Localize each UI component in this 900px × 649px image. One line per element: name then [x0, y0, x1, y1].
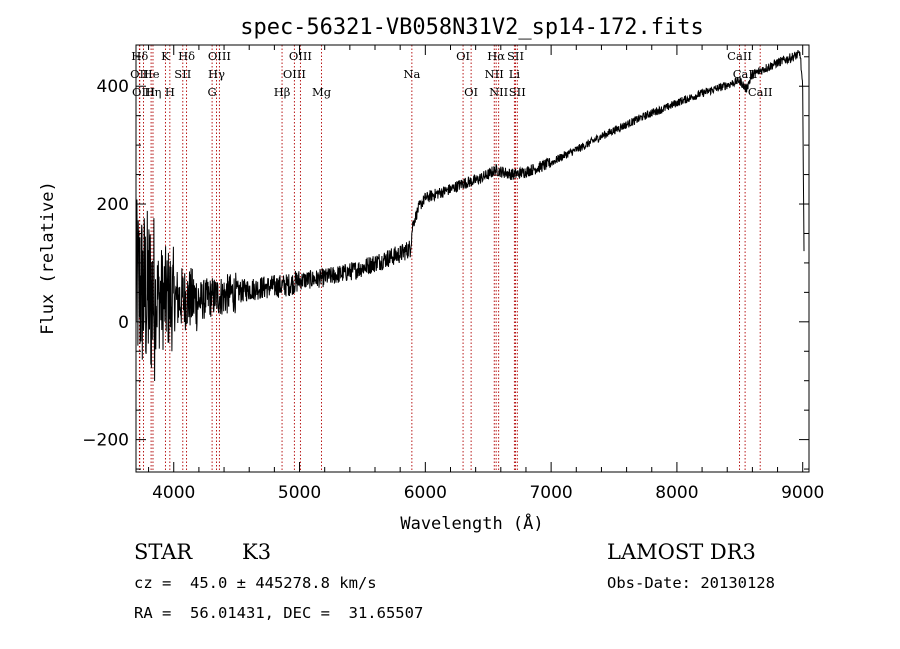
y-tick-label-1: 0 [118, 313, 129, 333]
x-tick-label-0: 4000 [152, 483, 195, 503]
line-label-13: OIII [283, 67, 306, 81]
line-label-4: Hη [145, 85, 162, 99]
chart-title: spec-56321-VB058N31V2_sp14-172.fits [240, 15, 704, 40]
spectrum-chart: spec-56321-VB058N31V2_sp14-172.fits Hδ OI… [38, 15, 824, 534]
line-label-14: OIII [289, 49, 312, 63]
line-label-16: Na [403, 67, 420, 81]
line-label-24: SII [509, 85, 526, 99]
line-label-2: OIII [132, 85, 155, 99]
plot-frame [135, 44, 810, 473]
y-tick-label-0: −200 [82, 431, 129, 451]
object-subclass: K3 [242, 540, 272, 564]
spectrum-series-line [135, 50, 805, 382]
axis-tick-labels: 4000 5000 6000 7000 8000 9000 −200 0 200 400 [82, 77, 824, 503]
line-label-21: NII [489, 85, 508, 99]
line-label-5: K [161, 49, 170, 63]
redshift-text: cz = 45.0 ± 445278.8 km/s [134, 574, 377, 592]
x-tick-label-5: 9000 [781, 483, 824, 503]
line-label-22: Li [509, 67, 521, 81]
coordinates-text: RA = 56.01431, DEC = 31.65507 [134, 604, 424, 622]
line-label-7: SII [174, 67, 191, 81]
line-label-9: Hγ [208, 67, 225, 81]
x-tick-label-2: 6000 [404, 483, 447, 503]
y-tick-label-3: 400 [97, 77, 129, 97]
axis-ticks [136, 45, 809, 472]
spectral-line-labels: Hδ OII OIII He Hη K H SII Hδ Hγ G OIII Hβ OIII OIII Mg N… [130, 49, 772, 99]
observation-date: Obs-Date: 20130128 [607, 574, 775, 592]
line-label-25: CaII [727, 49, 752, 63]
line-label-10: G [208, 85, 217, 99]
line-label-11: OIII [208, 49, 231, 63]
x-tick-label-4: 8000 [655, 483, 698, 503]
x-axis-label: Wavelength (Å) [400, 512, 543, 534]
line-label-1: OII [130, 67, 149, 81]
line-label-0: Hδ [131, 49, 148, 63]
line-label-15: Mg [312, 85, 332, 99]
y-tick-label-2: 200 [97, 195, 129, 215]
line-label-19: NII [485, 67, 504, 81]
line-label-18: OI [464, 85, 478, 99]
object-class: STAR [134, 540, 193, 564]
line-label-27: CaII [748, 85, 773, 99]
line-label-17: OI [456, 49, 470, 63]
survey-name: LAMOST DR3 [607, 540, 756, 564]
spectral-line-markers [138, 45, 761, 472]
line-label-8: Hδ [178, 49, 195, 63]
line-label-20: Hα [487, 49, 505, 63]
x-tick-label-1: 5000 [278, 483, 321, 503]
line-label-12: Hβ [274, 85, 291, 99]
x-tick-label-3: 7000 [529, 483, 572, 503]
y-axis-label: Flux (relative) [38, 181, 58, 335]
line-label-6: H [165, 85, 175, 99]
line-label-23: SII [507, 49, 524, 63]
line-label-3: He [143, 67, 160, 81]
